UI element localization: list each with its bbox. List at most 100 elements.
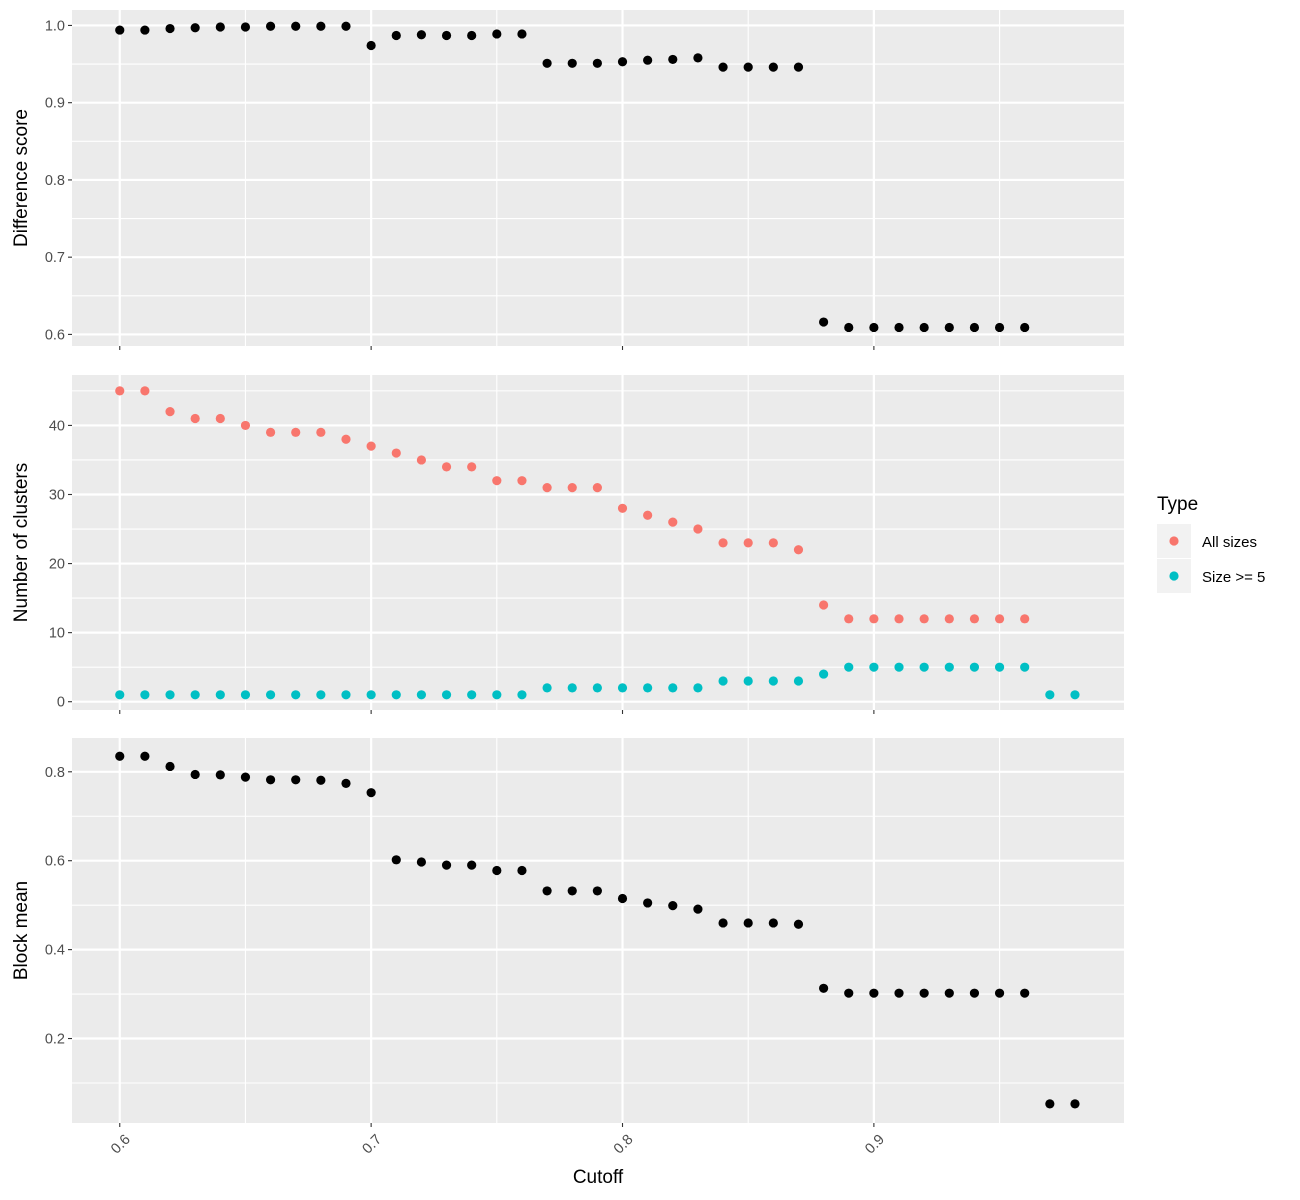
data-point — [441, 860, 452, 870]
data-point — [140, 25, 150, 35]
data-point — [668, 683, 678, 693]
data-point — [994, 322, 1005, 333]
y-tick-label: 0.8 — [45, 765, 65, 781]
data-point — [693, 524, 703, 534]
legend-entry: Size >= 5 — [1157, 559, 1265, 593]
data-point — [316, 21, 326, 31]
data-point — [919, 988, 929, 998]
data-point — [391, 448, 401, 458]
y-tick-label: 30 — [49, 487, 65, 503]
data-point — [643, 510, 653, 520]
data-point — [467, 462, 477, 472]
data-point — [265, 21, 276, 31]
data-point — [743, 918, 753, 928]
data-point — [215, 22, 225, 32]
data-point — [115, 386, 125, 396]
data-point — [1045, 690, 1055, 700]
panels-layer: 0.6 0.7 0.8 0.9 1.0 Difference score 0 10 20 30 40… — [11, 10, 1124, 1157]
data-point — [944, 322, 954, 333]
data-point — [819, 317, 829, 327]
series-clusters-1 — [115, 662, 1080, 700]
data-point — [140, 751, 150, 761]
data-point — [391, 690, 401, 700]
data-point — [768, 676, 778, 686]
data-point — [894, 614, 904, 624]
legend-items: All sizes Size >= 5 — [1157, 524, 1265, 593]
y-tick-label: 0.6 — [45, 854, 65, 870]
data-point — [190, 690, 200, 700]
x-axis-title: Cutoff — [573, 1167, 624, 1188]
y-axis-title: Block mean — [11, 881, 32, 980]
data-point — [165, 407, 175, 417]
data-point — [542, 886, 552, 896]
data-point — [265, 775, 276, 785]
data-point — [316, 775, 326, 785]
data-point — [793, 545, 804, 555]
data-point — [467, 860, 477, 870]
data-point — [592, 683, 602, 693]
data-point — [768, 538, 778, 548]
data-point — [567, 482, 577, 493]
data-point — [316, 690, 326, 700]
data-point — [1070, 690, 1080, 700]
data-point — [190, 769, 200, 780]
y-tick-label: 0.8 — [45, 173, 65, 189]
data-point — [919, 322, 929, 333]
legend-label: All sizes — [1202, 534, 1257, 551]
data-point — [341, 434, 351, 444]
data-point — [592, 482, 602, 493]
data-point — [819, 669, 829, 679]
data-point — [291, 21, 301, 31]
data-point — [291, 427, 301, 437]
data-point — [1020, 662, 1030, 672]
data-point — [240, 420, 251, 431]
data-point — [869, 322, 879, 333]
data-point — [693, 683, 703, 693]
data-point — [793, 62, 804, 72]
x-tick-label: 0.7 — [360, 1132, 386, 1158]
series-clusters-0 — [115, 386, 1030, 624]
data-point — [718, 538, 728, 548]
legend-marker — [1169, 571, 1179, 581]
data-point — [894, 988, 904, 998]
data-point — [366, 441, 376, 451]
data-point — [768, 918, 778, 928]
data-point — [391, 30, 401, 41]
panel-background — [72, 375, 1124, 710]
y-tick-label: 20 — [49, 557, 65, 573]
data-point — [140, 690, 150, 700]
data-point — [291, 690, 301, 700]
data-point — [416, 30, 427, 40]
data-point — [441, 462, 452, 472]
legend-marker — [1169, 536, 1179, 546]
data-point — [743, 538, 753, 548]
data-point — [969, 322, 980, 333]
data-point — [1020, 988, 1030, 998]
data-point — [617, 503, 628, 513]
data-point — [492, 29, 502, 39]
data-point — [517, 476, 527, 486]
data-point — [944, 662, 954, 672]
legend: Type All sizes Size >= 5 — [1157, 494, 1265, 593]
x-tick-label: 0.9 — [862, 1132, 888, 1158]
data-point — [668, 54, 678, 65]
data-point — [944, 988, 954, 998]
data-point — [793, 676, 804, 686]
data-point — [467, 690, 477, 700]
y-tick-label: 0.2 — [45, 1032, 65, 1048]
data-point — [668, 901, 678, 911]
data-point — [994, 614, 1005, 624]
data-point — [768, 62, 778, 72]
data-point — [366, 788, 376, 798]
data-point — [819, 983, 829, 993]
series-difference-0 — [115, 21, 1030, 333]
data-point — [869, 662, 879, 672]
data-point — [416, 455, 427, 465]
data-point — [542, 58, 552, 68]
data-point — [718, 918, 728, 928]
data-point — [793, 919, 804, 929]
data-point — [743, 62, 753, 72]
data-point — [743, 676, 753, 686]
data-point — [693, 53, 703, 63]
data-point — [643, 55, 653, 65]
